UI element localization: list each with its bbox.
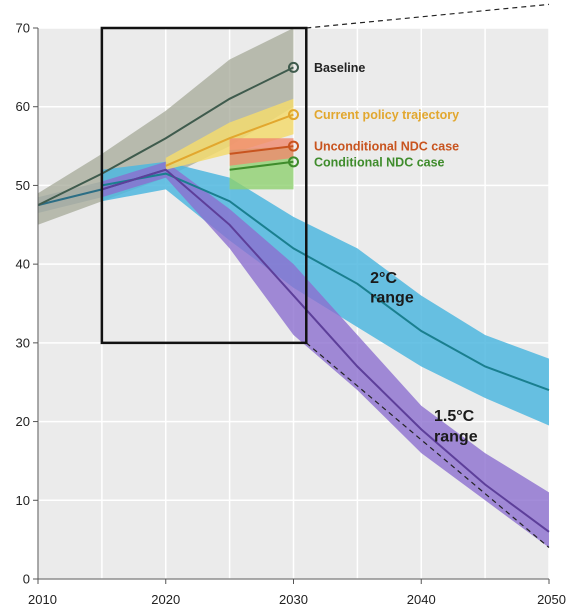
end-markers <box>288 61 299 168</box>
unconditional-line <box>229 145 294 155</box>
zoom-guides <box>305 3 550 548</box>
one_five_c-line <box>101 168 550 533</box>
y-tick-label-20: 20 <box>16 414 30 429</box>
y-tick-label-10: 10 <box>16 493 30 508</box>
y-tick-label-40: 40 <box>16 257 30 272</box>
y-tick-label-50: 50 <box>16 178 30 193</box>
zoom-guide-line-1 <box>305 342 550 548</box>
unconditional-label: Unconditional NDC case <box>314 140 459 154</box>
x-tick-label-2050: 2050 <box>537 592 566 607</box>
current_policy-line <box>165 113 294 167</box>
one_five_c-band <box>101 161 550 548</box>
y-tick-label-70: 70 <box>16 21 30 36</box>
two-c-label-line2: range <box>370 290 414 307</box>
zoom-box-rect <box>100 26 308 345</box>
two-c-label-line1: 2°C <box>370 270 397 287</box>
x-tick-label-2010: 2010 <box>28 592 57 607</box>
one-five-c-label-line2: range <box>434 428 478 445</box>
y-tick-label-30: 30 <box>16 335 30 350</box>
x-tick-label-2030: 2030 <box>279 592 308 607</box>
series-labels: Baseline Current policy trajectory Uncondi… <box>314 61 478 445</box>
unconditional-band <box>229 138 294 166</box>
conditional-end-marker <box>288 156 299 168</box>
y-tick-label-0: 0 <box>23 572 30 587</box>
x-tick-label-2040: 2040 <box>407 592 436 607</box>
one-five-c-label-line1: 1.5°C <box>434 408 475 425</box>
conditional-line <box>229 160 294 171</box>
conditional-label: Conditional NDC case <box>314 155 445 169</box>
zoom-guide-line-0 <box>306 3 550 29</box>
y-tick-label-60: 60 <box>16 99 30 114</box>
current_policy-label: Current policy trajectory <box>314 108 459 122</box>
current_policy-end-marker <box>288 109 299 121</box>
baseline-label: Baseline <box>314 61 365 75</box>
x-tick-label-2020: 2020 <box>151 592 180 607</box>
zoom-box <box>100 26 308 345</box>
baseline-line <box>37 66 294 206</box>
baseline-end-marker <box>288 61 299 73</box>
unconditional-end-marker <box>288 140 299 152</box>
